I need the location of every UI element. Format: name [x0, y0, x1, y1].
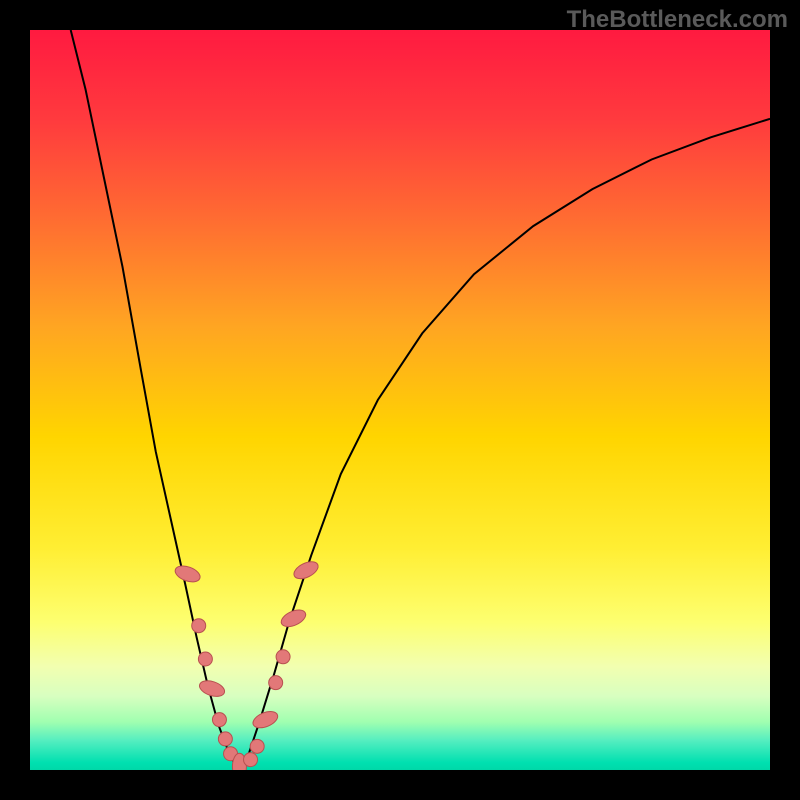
marker-dot: [212, 713, 226, 727]
marker-dot: [218, 732, 232, 746]
marker-dot: [269, 676, 283, 690]
marker-dot: [244, 753, 258, 767]
chart-frame: TheBottleneck.com: [0, 0, 800, 800]
marker-dot: [276, 650, 290, 664]
marker-dot: [250, 739, 264, 753]
plot-svg: [30, 30, 770, 770]
plot-area: [30, 30, 770, 770]
marker-dot: [198, 652, 212, 666]
gradient-background: [30, 30, 770, 770]
watermark-text: TheBottleneck.com: [567, 6, 788, 34]
marker-dot: [192, 619, 206, 633]
